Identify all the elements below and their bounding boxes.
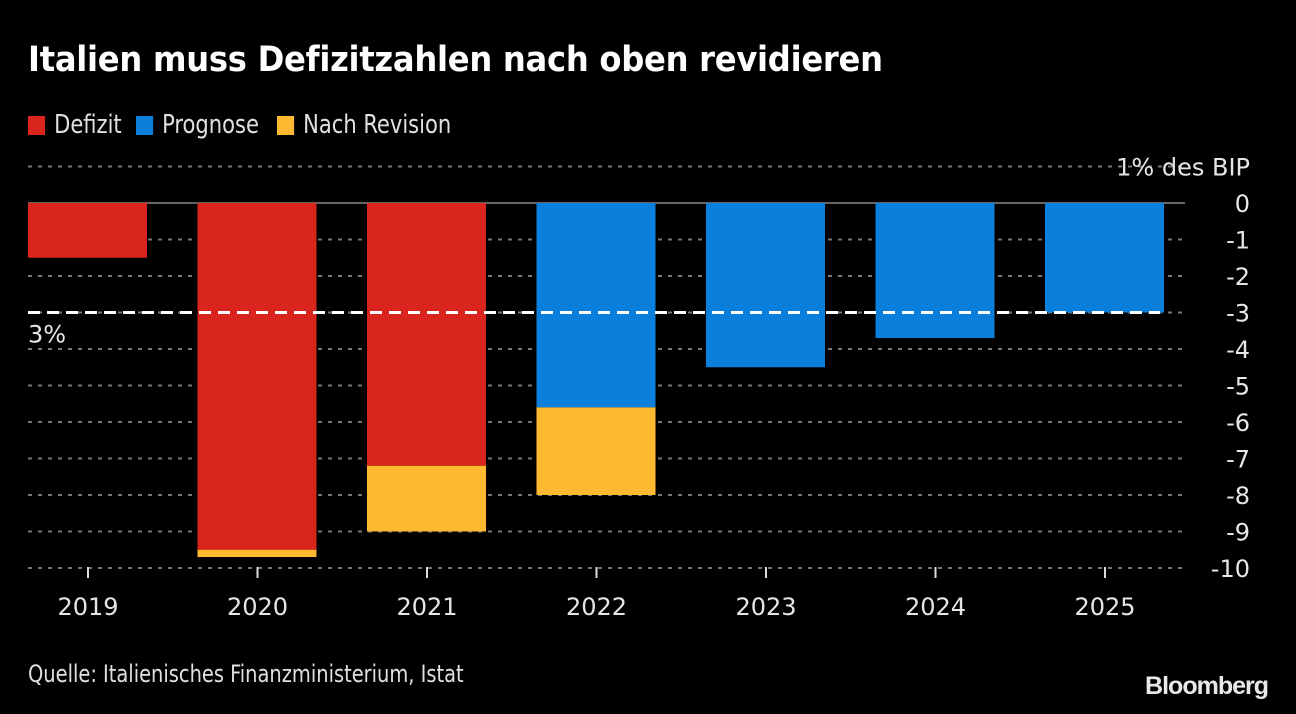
chart-legend: Defizit Prognose Nach Revision [28, 110, 492, 140]
x-tick-label-2021: 2021 [396, 593, 457, 621]
y-tick-label: -4 [1226, 336, 1250, 364]
y-tick-label: 0 [1235, 190, 1250, 218]
y-axis: 0 -1 -2 -3 -4 -5 -6 -7 -8 -9 -10 1% des BIP [1116, 154, 1250, 584]
legend-label-nach-revision: Nach Revision [302, 110, 451, 140]
bar-2022-nach-revision [536, 407, 656, 495]
y-tick-label: -7 [1226, 446, 1250, 474]
chart-title: Italien muss Defizitzahlen nach oben rev… [28, 40, 883, 80]
y-tick-label: -8 [1226, 482, 1250, 510]
legend-label-defizit: Defizit [54, 110, 122, 140]
bloomberg-logo: Bloomberg [1145, 672, 1269, 700]
reference-line-label: 3% [28, 321, 66, 349]
bar-2023-prognose [706, 203, 825, 368]
legend-swatch-nach-revision [276, 115, 294, 135]
bar-2020-defizit [197, 203, 317, 550]
y-axis-unit-label: 1% des BIP [1116, 154, 1250, 182]
legend-swatch-defizit [28, 115, 46, 135]
bar-2025-prognose [1045, 203, 1164, 313]
y-tick-label: -10 [1211, 555, 1250, 583]
x-tick-label-2024: 2024 [905, 593, 966, 621]
source-note: Quelle: Italienisches Finanzministerium,… [28, 660, 464, 688]
legend-swatch-prognose [136, 115, 154, 135]
legend-item-nach-revision: Nach Revision [276, 110, 451, 140]
legend-item-prognose: Prognose [136, 110, 259, 140]
x-tick-label-2023: 2023 [735, 593, 796, 621]
x-tick-label-2025: 2025 [1074, 593, 1135, 621]
legend-label-prognose: Prognose [162, 110, 260, 140]
y-tick-label: -1 [1226, 227, 1250, 255]
reference-line-group: 3% [28, 311, 1160, 349]
bar-2021-defizit [367, 203, 486, 466]
bar-2022-prognose [536, 203, 656, 408]
x-tick-label-2019: 2019 [57, 593, 118, 621]
x-tick-label-2022: 2022 [566, 593, 627, 621]
y-tick-label: -5 [1226, 373, 1250, 401]
y-tick-label: -2 [1226, 263, 1250, 291]
legend-item-defizit: Defizit [28, 110, 122, 140]
x-tick-label-2020: 2020 [227, 593, 288, 621]
y-tick-label: -3 [1226, 300, 1250, 328]
x-axis: 2019 2020 2021 2022 2023 2024 2025 [57, 567, 1136, 621]
bars [28, 203, 1164, 558]
bar-2020-nach-revision [197, 549, 317, 558]
bar-2024-prognose [875, 203, 995, 339]
bar-2021-nach-revision [367, 465, 486, 532]
bar-2019-defizit [28, 203, 147, 258]
y-tick-label: -6 [1226, 409, 1250, 437]
y-tick-label: -9 [1226, 519, 1250, 547]
